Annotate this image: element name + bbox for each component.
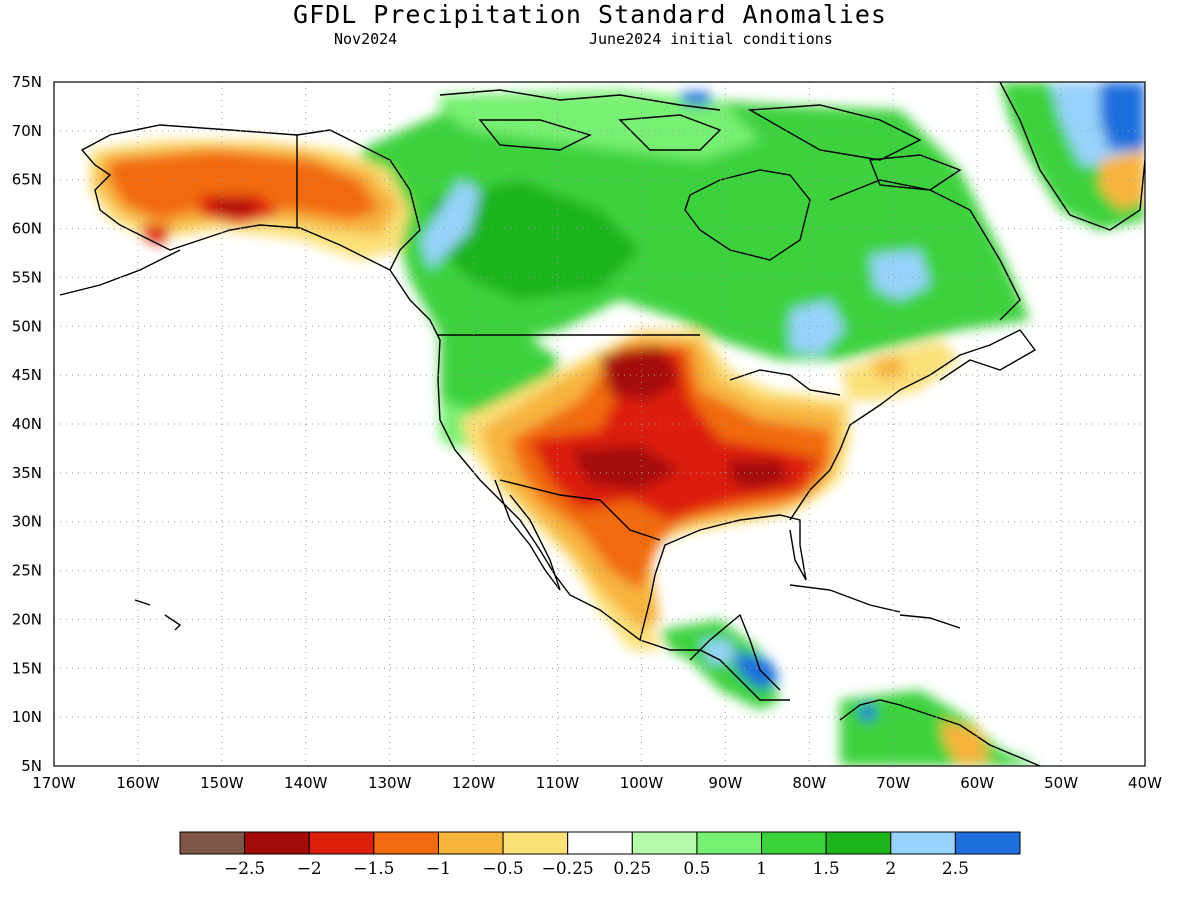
colorbar-swatch <box>308 831 375 855</box>
forecast-month: Nov2024 <box>334 30 398 48</box>
colorbar-swatch <box>890 831 956 855</box>
colorbar-tick-label: 2.5 <box>942 859 969 879</box>
lon-tick-label: 40W <box>1128 774 1162 792</box>
colorbar-tick-label: 1 <box>756 859 767 879</box>
lon-tick-label: 70W <box>876 774 910 792</box>
lat-tick-label: 45N <box>12 366 42 384</box>
map-frame <box>53 81 1146 767</box>
lat-tick-label: 15N <box>12 659 42 677</box>
lat-lon-grid <box>54 82 1145 766</box>
lat-tick-label: 5N <box>21 757 42 775</box>
latitude-labels: 75N 70N 65N 60N 55N 50N 45N 40N 35N 30N 25N 20N 15N 1… <box>12 73 42 775</box>
colorbar-swatch <box>179 831 246 855</box>
lat-tick-label: 55N <box>12 268 42 286</box>
colorbar-swatch <box>696 831 763 855</box>
lat-tick-label: 60N <box>12 220 42 238</box>
lon-tick-label: 80W <box>792 774 826 792</box>
lon-tick-label: 50W <box>1044 774 1078 792</box>
lat-tick-label: 70N <box>12 122 42 140</box>
colorbar-swatch <box>825 831 892 855</box>
map-title: GFDL Precipitation Standard Anomalies <box>293 0 887 29</box>
colorbar-tick-label: −0.5 <box>482 859 523 879</box>
coastlines <box>59 82 1145 766</box>
colorbar-tick-label: −1 <box>426 859 451 879</box>
lon-tick-label: 110W <box>536 774 580 792</box>
lat-tick-label: 50N <box>12 317 42 335</box>
lat-tick-label: 65N <box>12 171 42 189</box>
lon-tick-label: 140W <box>284 774 328 792</box>
lat-tick-label: 20N <box>12 610 42 628</box>
colorbar-swatch <box>631 831 698 855</box>
lat-tick-label: 75N <box>12 73 42 91</box>
colorbar-swatch <box>437 831 504 855</box>
colorbar-tick-label: −2.5 <box>224 859 265 879</box>
colorbar-labels: −2.5 −2 −1.5 −1 −0.5 −0.25 0.25 0.5 1 1.5 2 2.5 <box>224 859 969 879</box>
lon-tick-label: 160W <box>116 774 160 792</box>
anomaly-field <box>59 82 1145 766</box>
lat-tick-label: 10N <box>12 708 42 726</box>
lon-tick-label: 170W <box>32 774 76 792</box>
lat-tick-label: 25N <box>12 562 42 580</box>
colorbar-swatch <box>373 831 439 855</box>
lat-tick-label: 30N <box>12 513 42 531</box>
colorbar-tick-label: −0.25 <box>542 859 594 879</box>
colorbar <box>179 831 1021 855</box>
colorbar-tick-label: 0.25 <box>613 859 651 879</box>
colorbar-swatch <box>567 831 633 855</box>
lat-tick-label: 35N <box>12 464 42 482</box>
lon-tick-label: 130W <box>368 774 412 792</box>
colorbar-tick-label: 0.5 <box>683 859 710 879</box>
colorbar-swatch <box>761 831 827 855</box>
colorbar-swatch <box>502 831 569 855</box>
lat-tick-label: 40N <box>12 415 42 433</box>
longitude-labels: 170W 160W 150W 140W 130W 120W 110W 100W 90W 80W 70… <box>32 774 1162 792</box>
lon-tick-label: 150W <box>200 774 244 792</box>
colorbar-tick-label: 2 <box>885 859 896 879</box>
colorbar-tick-label: −1.5 <box>353 859 394 879</box>
initial-conditions: June2024 initial conditions <box>589 30 833 48</box>
lon-tick-label: 100W <box>620 774 664 792</box>
anomaly-shading <box>90 82 1145 766</box>
colorbar-tick-label: 1.5 <box>813 859 840 879</box>
lon-tick-label: 90W <box>708 774 742 792</box>
colorbar-swatch <box>244 831 310 855</box>
colorbar-swatch <box>954 831 1021 855</box>
colorbar-tick-label: −2 <box>297 859 322 879</box>
lon-tick-label: 60W <box>960 774 994 792</box>
lon-tick-label: 120W <box>452 774 496 792</box>
